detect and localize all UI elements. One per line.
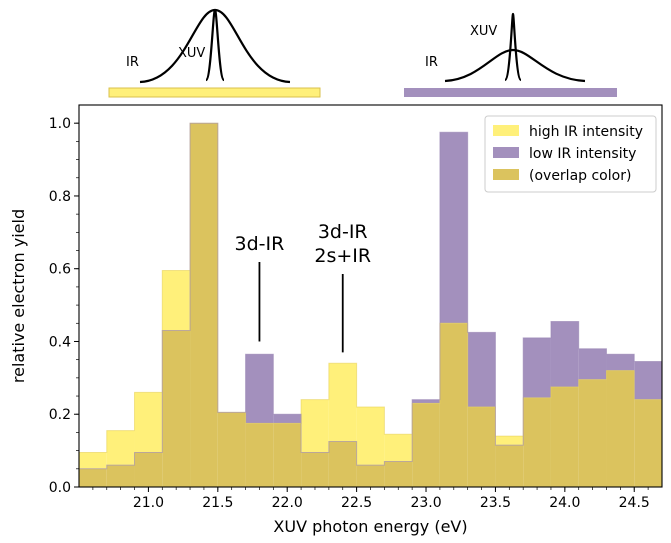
low-ir-bar-excess [412,399,440,404]
overlap-bar [467,406,496,487]
overlap-bar [634,399,662,487]
plot-area: 21.0 21.5 22.0 22.5 23.0 23.5 24.0 24.5 0.00.20… [9,104,663,536]
high-ir-bar-excess [106,430,135,466]
low-ir-bar-excess [273,414,302,424]
pulse-right: IR XUV [404,12,617,97]
x-tick-label: 22.5 [341,495,372,511]
overlap-bar [134,452,163,487]
x-tick-label: 22.0 [272,495,303,511]
annotation-label: 3d-IR [235,233,285,255]
y-tick-label: 0.8 [49,189,71,205]
overlap-bar [550,386,579,487]
x-tick-label: 23.0 [410,495,441,511]
series-outline [78,122,663,487]
xuv-label-left: XUV [178,46,205,61]
legend-swatch [493,125,519,136]
overlap-bar [412,403,440,487]
overlap-bar [106,465,135,487]
low-ir-bar-excess [606,354,635,371]
overlap-bar [606,370,635,487]
y-tick-label: 0.6 [49,262,71,278]
overlap-bar [162,330,191,487]
xuv-pulse-narrow-curve [503,12,523,82]
y-axis: 0.0 0.2 0.4 0.6 0.8 1.0 [49,116,79,496]
x-axis-label: XUV photon energy (eV) [273,517,467,536]
legend: high IR intensity low IR intensity (overla… [484,115,657,193]
legend-entry-label: low IR intensity [529,146,636,162]
x-axis: 21.0 21.5 22.0 22.5 23.0 23.5 24.0 24.5 [92,487,650,511]
x-tick-label: 23.5 [480,495,511,511]
high-ir-bar-excess [356,406,385,466]
overlap-bar [356,465,385,487]
pulse-left: IR XUV [108,8,321,98]
high-ir-bar-excess [79,452,107,469]
overlap-bar [301,452,329,487]
overlap-bar [245,423,274,487]
y-axis-label: relative electron yield [9,209,28,383]
xuv-label-right: XUV [470,24,497,39]
low-ir-bar-excess [550,321,579,387]
x-tick-label: 21.5 [202,495,233,511]
legend-swatch [493,147,519,158]
low-ir-bar-excess [439,132,468,324]
overlap-bar [328,441,357,487]
high-ir-bar-excess [328,363,357,442]
y-tick-label: 0.4 [49,334,71,350]
x-tick-label: 24.5 [619,495,650,511]
legend-entry-label: (overlap color) [529,168,631,184]
series-outline [78,122,663,487]
annotation-label: 3d-IR [318,221,368,243]
high-ir-bar-excess [301,399,329,453]
low-ir-bar-excess [467,332,496,407]
ir-label-right: IR [425,55,438,70]
low-ir-bar-excess [523,337,551,398]
overlap-bar [273,423,302,487]
low-ir-color-bar [404,88,617,97]
overlap-bar [384,461,413,487]
legend-box [484,115,657,193]
low-ir-bar-excess [634,361,662,400]
ir-label-left: IR [126,55,139,70]
low-ir-bar-excess [245,354,274,424]
high-ir-color-bar [108,87,321,98]
low-ir-bar-excess [578,348,607,380]
y-tick-label: 0.2 [49,407,71,423]
overlap-bar [523,397,551,487]
overlap-bar [495,445,524,487]
overlap-bar [190,123,218,487]
ir-pulse-broad-curve [139,8,291,84]
overlap-bar [217,412,246,487]
pulse-schematic: IR XUV IR XUV [108,8,617,98]
overlap-bar [439,323,468,487]
high-ir-bar-excess [495,436,524,446]
legend-entry-label: high IR intensity [529,124,643,140]
y-tick-label: 1.0 [49,116,71,132]
x-tick-label: 21.0 [133,495,164,511]
ir-pulse-flat-curve [444,48,586,83]
xuv-pulse-narrow-curve [204,8,226,82]
overlap-bar [79,468,107,487]
overlap-bar [578,379,607,487]
y-tick-label: 0.0 [49,480,71,496]
high-ir-bar-excess [134,392,163,453]
histogram-bars [78,122,663,487]
high-ir-bar-excess [162,270,191,331]
legend-swatch [493,169,519,180]
x-tick-label: 24.0 [549,495,580,511]
high-ir-bar-excess [384,434,413,462]
annotation-label: 2s+IR [314,245,371,267]
